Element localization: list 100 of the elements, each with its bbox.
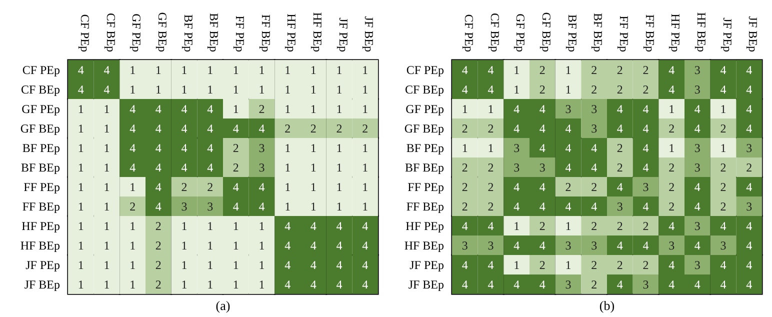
data-label: 3 bbox=[207, 199, 214, 214]
data-label: 1 bbox=[668, 140, 675, 155]
data-label: 1 bbox=[462, 102, 468, 116]
data-label: 4 bbox=[336, 238, 342, 252]
data-label: 3 bbox=[591, 121, 598, 136]
data-label: 4 bbox=[591, 140, 598, 155]
x-tick-label: GF PEp bbox=[130, 14, 144, 52]
data-label: 4 bbox=[514, 238, 520, 252]
data-label: 1 bbox=[565, 82, 572, 96]
data-label: 1 bbox=[207, 62, 214, 77]
data-label: 4 bbox=[130, 121, 136, 136]
y-tick-label: FF BEp bbox=[22, 200, 60, 214]
y-tick-label: BF PEp bbox=[406, 141, 444, 156]
data-label: 4 bbox=[746, 62, 752, 77]
data-label: 2 bbox=[462, 180, 468, 194]
x-tick-label: FF BEp bbox=[258, 14, 273, 52]
data-label: 2 bbox=[155, 218, 162, 233]
data-label: 1 bbox=[258, 82, 265, 96]
data-label: 2 bbox=[130, 199, 136, 214]
data-label: 4 bbox=[258, 121, 265, 136]
y-tick-label: CF BEp bbox=[20, 82, 60, 97]
data-label: 4 bbox=[488, 258, 494, 272]
y-tick-label: BF BEp bbox=[20, 160, 60, 175]
y-tick-label: HF BEp bbox=[404, 238, 444, 253]
data-label: 1 bbox=[362, 160, 368, 174]
data-label: 1 bbox=[362, 140, 368, 155]
data-label: 1 bbox=[130, 258, 136, 272]
data-label: 4 bbox=[514, 102, 520, 116]
data-label: 2 bbox=[642, 218, 649, 233]
data-label: 2 bbox=[591, 218, 598, 233]
data-label: 1 bbox=[362, 62, 368, 77]
data-label: 3 bbox=[746, 140, 752, 155]
data-label: 3 bbox=[668, 238, 675, 252]
x-tick-label: JF PEp bbox=[720, 18, 734, 52]
data-label: 1 bbox=[104, 102, 110, 116]
data-label: 1 bbox=[78, 180, 84, 194]
data-label: 1 bbox=[104, 218, 110, 233]
data-label: 4 bbox=[310, 218, 316, 233]
x-tick-label: GF PEp bbox=[514, 14, 528, 52]
data-label: 1 bbox=[181, 82, 188, 96]
data-label: 1 bbox=[207, 218, 214, 233]
data-label: 3 bbox=[746, 199, 752, 214]
x-tick-label: BF PEp bbox=[181, 14, 196, 52]
y-tick-label: BF BEp bbox=[404, 160, 444, 175]
data-label: 1 bbox=[232, 277, 239, 292]
data-label: 3 bbox=[694, 160, 700, 174]
data-label: 4 bbox=[539, 121, 546, 136]
data-label: 2 bbox=[155, 277, 162, 292]
data-label: 1 bbox=[207, 277, 214, 292]
x-tick-label: GF BEp bbox=[539, 12, 554, 52]
data-label: 4 bbox=[232, 199, 239, 214]
data-label: 4 bbox=[565, 121, 572, 136]
data-label: 4 bbox=[130, 140, 136, 155]
data-label: 4 bbox=[694, 121, 700, 136]
y-tick-label: CF PEp bbox=[406, 63, 444, 78]
data-label: 1 bbox=[130, 82, 136, 96]
data-label: 3 bbox=[488, 238, 494, 252]
text: (b) bbox=[598, 298, 616, 314]
data-label: 4 bbox=[539, 199, 546, 214]
data-label: 4 bbox=[181, 140, 188, 155]
data-label: 1 bbox=[78, 218, 84, 233]
data-label: 4 bbox=[336, 218, 342, 233]
data-label: 4 bbox=[488, 62, 494, 77]
data-label: 3 bbox=[694, 218, 700, 233]
data-label: 2 bbox=[616, 140, 623, 155]
data-label: 4 bbox=[207, 160, 214, 174]
data-label: 4 bbox=[746, 238, 752, 252]
data-label: 4 bbox=[616, 238, 623, 252]
x-tick-label: HF PEp bbox=[668, 14, 683, 52]
data-label: 4 bbox=[207, 102, 214, 116]
data-label: 1 bbox=[488, 140, 494, 155]
x-tick-label: HF PEp bbox=[284, 14, 299, 52]
data-label: 4 bbox=[616, 277, 623, 292]
data-label: 4 bbox=[181, 102, 188, 116]
x-tick-label: CF BEp bbox=[488, 12, 502, 52]
data-label: 4 bbox=[591, 160, 598, 174]
data-label: 4 bbox=[514, 121, 520, 136]
data-label: 4 bbox=[155, 199, 162, 214]
data-label: 1 bbox=[336, 62, 342, 77]
data-label: 4 bbox=[362, 238, 368, 252]
data-label: 1 bbox=[181, 258, 188, 272]
data-label: 2 bbox=[488, 121, 494, 136]
data-label: 1 bbox=[78, 199, 84, 214]
data-label: 1 bbox=[104, 140, 110, 155]
data-label: 4 bbox=[310, 238, 316, 252]
data-label: 2 bbox=[539, 258, 546, 272]
data-label: 4 bbox=[130, 160, 136, 174]
x-tick-label: CF PEp bbox=[462, 14, 476, 52]
data-label: 4 bbox=[746, 102, 752, 116]
data-label: 2 bbox=[616, 218, 623, 233]
data-label: 4 bbox=[78, 82, 84, 96]
data-label: 4 bbox=[284, 258, 291, 272]
data-label: 1 bbox=[232, 102, 239, 116]
data-label: 4 bbox=[462, 218, 468, 233]
data-label: 1 bbox=[181, 238, 188, 252]
data-label: 4 bbox=[668, 258, 675, 272]
data-label: 4 bbox=[462, 62, 468, 77]
data-label: 1 bbox=[336, 180, 342, 194]
x-tick-label: GF BEp bbox=[155, 12, 170, 52]
y-tick-label: GF PEp bbox=[406, 102, 444, 116]
